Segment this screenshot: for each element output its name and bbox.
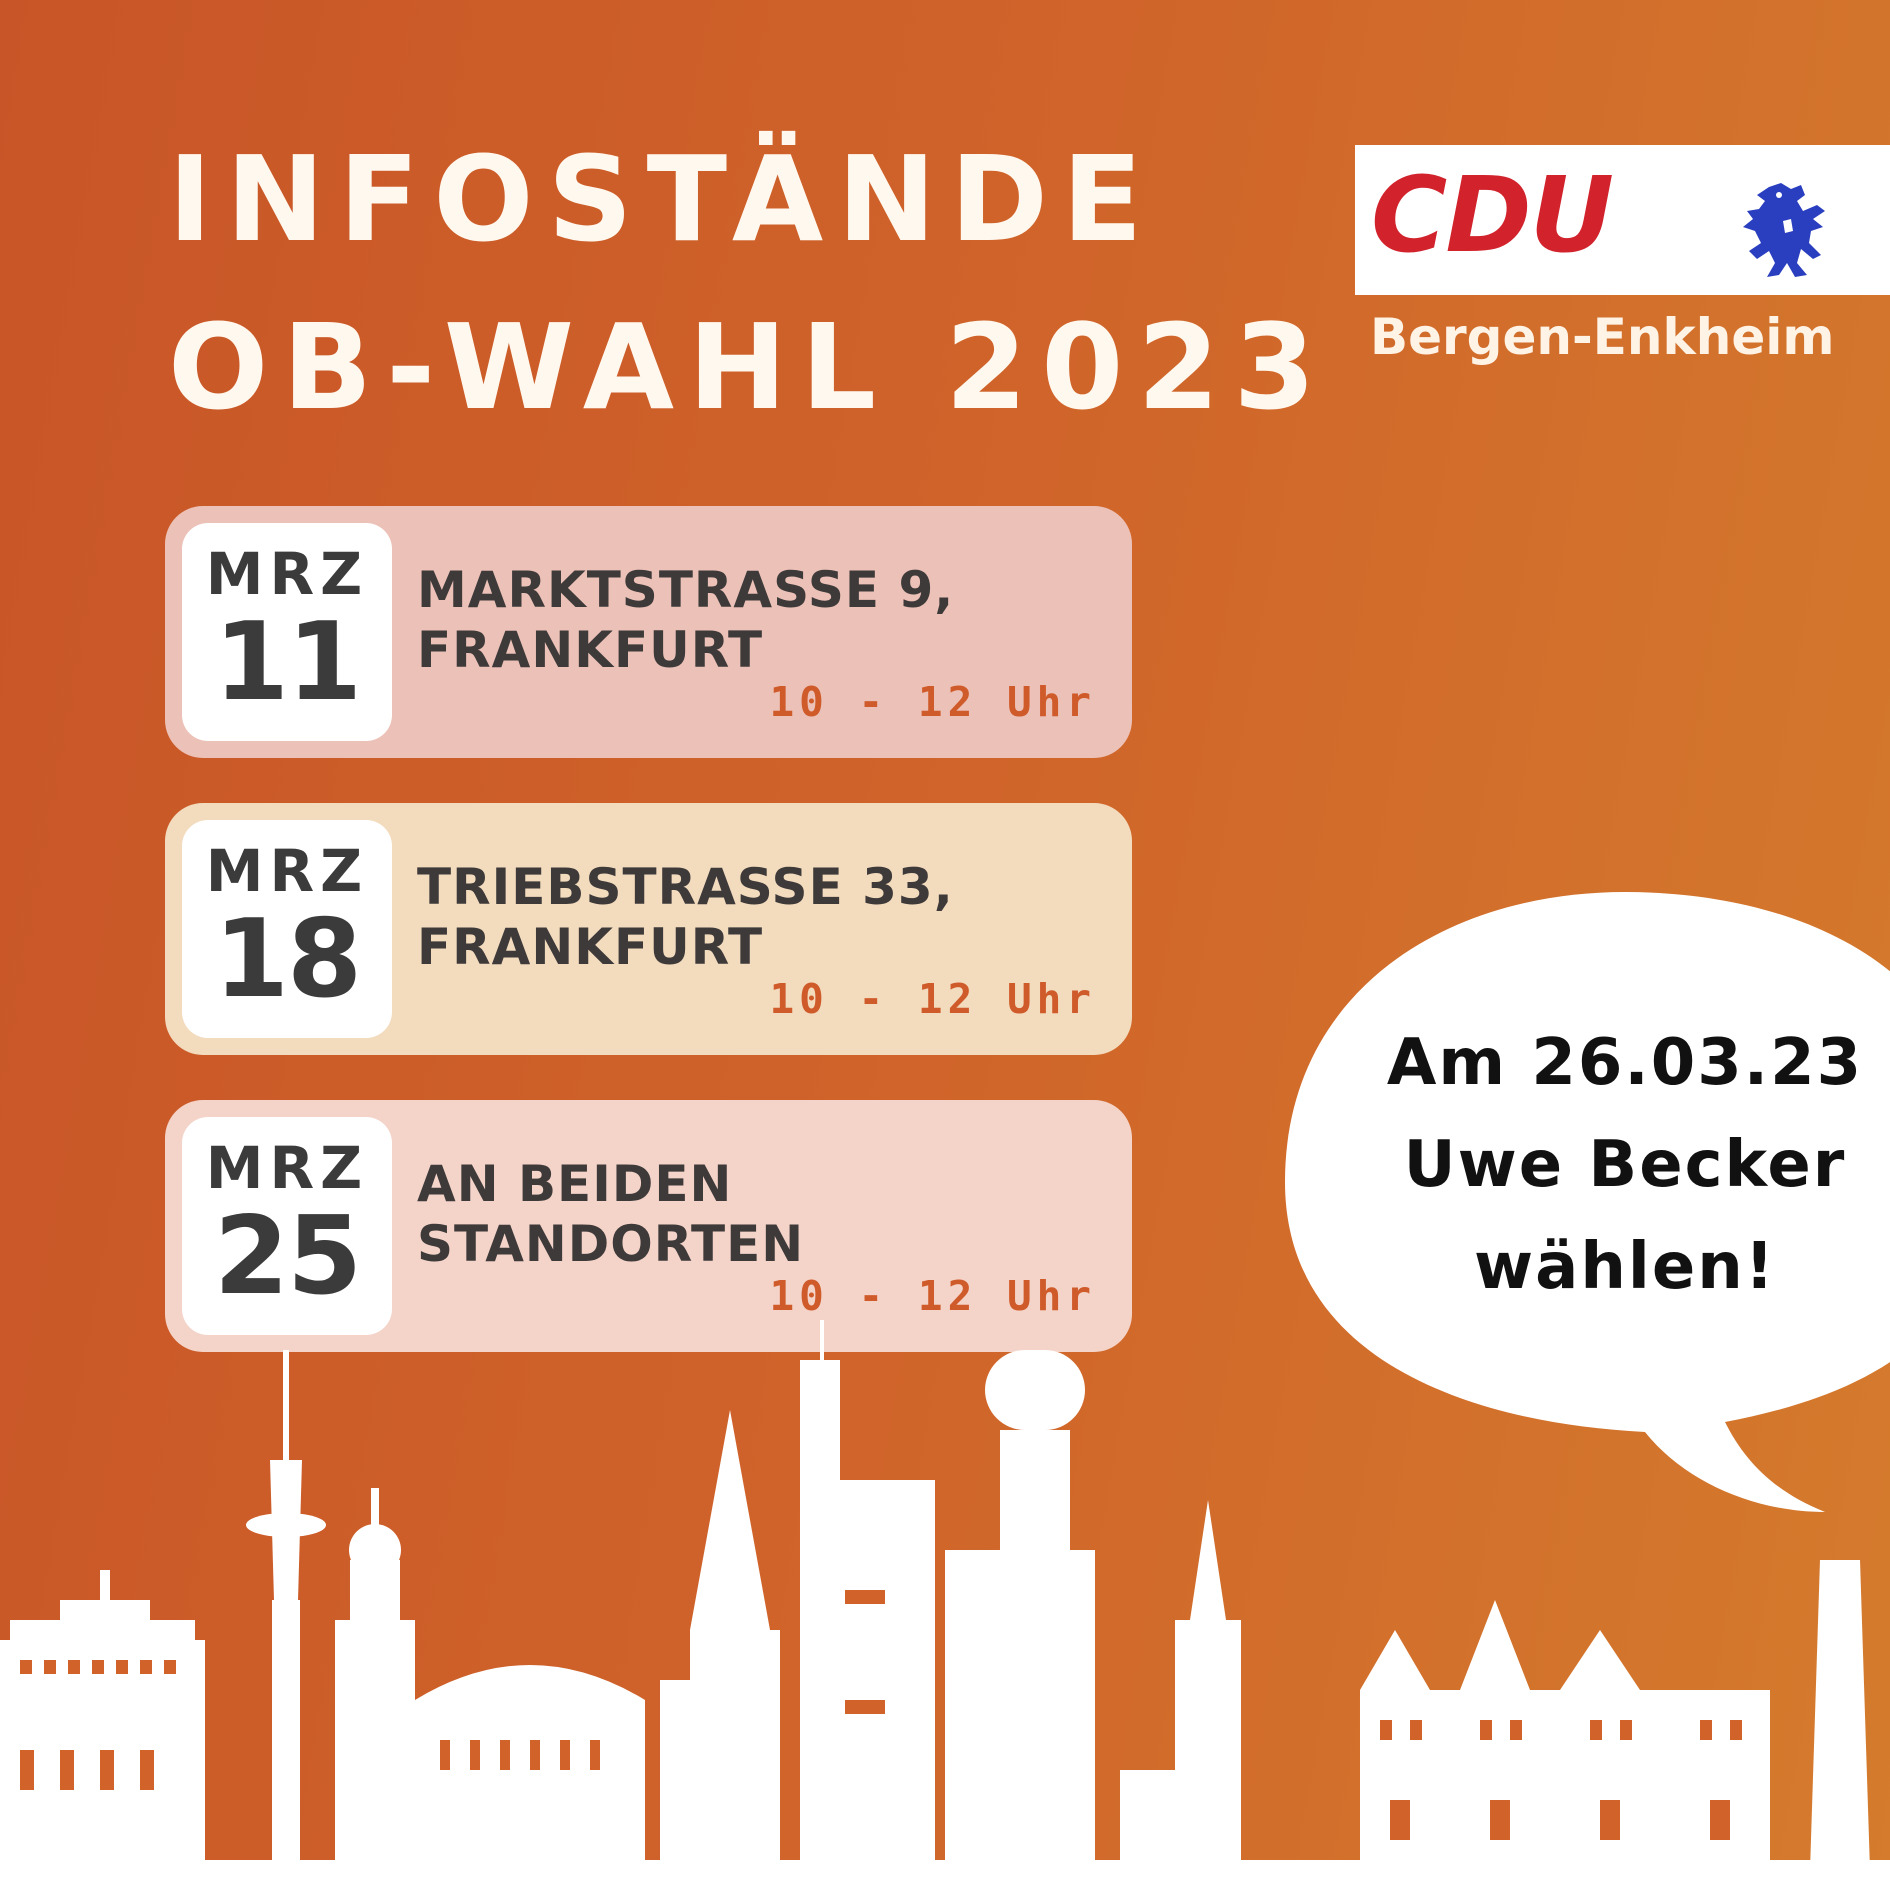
event-time: 10 - 12 Uhr [769, 975, 1096, 1023]
speech-bubble [1285, 892, 1890, 1512]
location-line-2: STANDORTEN [417, 1215, 805, 1273]
event-card: MRZ 18 TRIEBSTRASSE 33, FRANKFURT 10 - 1… [165, 803, 1132, 1055]
org-name: Bergen-Enkheim [1370, 308, 1835, 366]
date-badge: MRZ 18 [182, 820, 392, 1038]
event-month: MRZ [205, 1134, 369, 1202]
event-card: MRZ 25 AN BEIDEN STANDORTEN 10 - 12 Uhr [165, 1100, 1132, 1352]
date-badge: MRZ 25 [182, 1117, 392, 1335]
event-card: MRZ 11 MARKTSTRASSE 9, FRANKFURT 10 - 12… [165, 506, 1132, 758]
callout-line-2: Uwe Becker [1403, 1128, 1847, 1202]
location-line-1: AN BEIDEN [417, 1155, 733, 1213]
event-day: 11 [213, 600, 362, 725]
hessian-lion-icon [1743, 183, 1825, 277]
event-time: 10 - 12 Uhr [769, 678, 1096, 726]
title-line-2: OB-WAHL 2023 [168, 298, 1330, 436]
frankfurt-skyline [0, 1320, 1890, 1890]
event-location: TRIEBSTRASSE 33, FRANKFURT [417, 857, 954, 977]
location-line-2: FRANKFURT [417, 918, 764, 976]
party-name: CDU [1371, 154, 1614, 276]
location-line-1: MARKTSTRASSE 9, [417, 561, 955, 619]
event-location: MARKTSTRASSE 9, FRANKFURT [417, 560, 954, 680]
location-line-2: FRANKFURT [417, 621, 764, 679]
title-line-1: INFOSTÄNDE [168, 130, 1157, 268]
event-day: 18 [213, 897, 362, 1022]
callout-text: Am 26.03.23 Uwe Becker wählen! [1340, 1012, 1890, 1318]
cdu-logo: CDU [1355, 145, 1890, 295]
callout-line-3: wählen! [1474, 1230, 1776, 1304]
location-line-1: TRIEBSTRASSE 33, [417, 858, 954, 916]
event-location: AN BEIDEN STANDORTEN [417, 1154, 804, 1274]
event-month: MRZ [205, 837, 369, 905]
event-day: 25 [213, 1194, 362, 1319]
callout-line-1: Am 26.03.23 [1386, 1026, 1864, 1100]
date-badge: MRZ 11 [182, 523, 392, 741]
event-month: MRZ [205, 540, 369, 608]
event-time: 10 - 12 Uhr [769, 1272, 1096, 1320]
